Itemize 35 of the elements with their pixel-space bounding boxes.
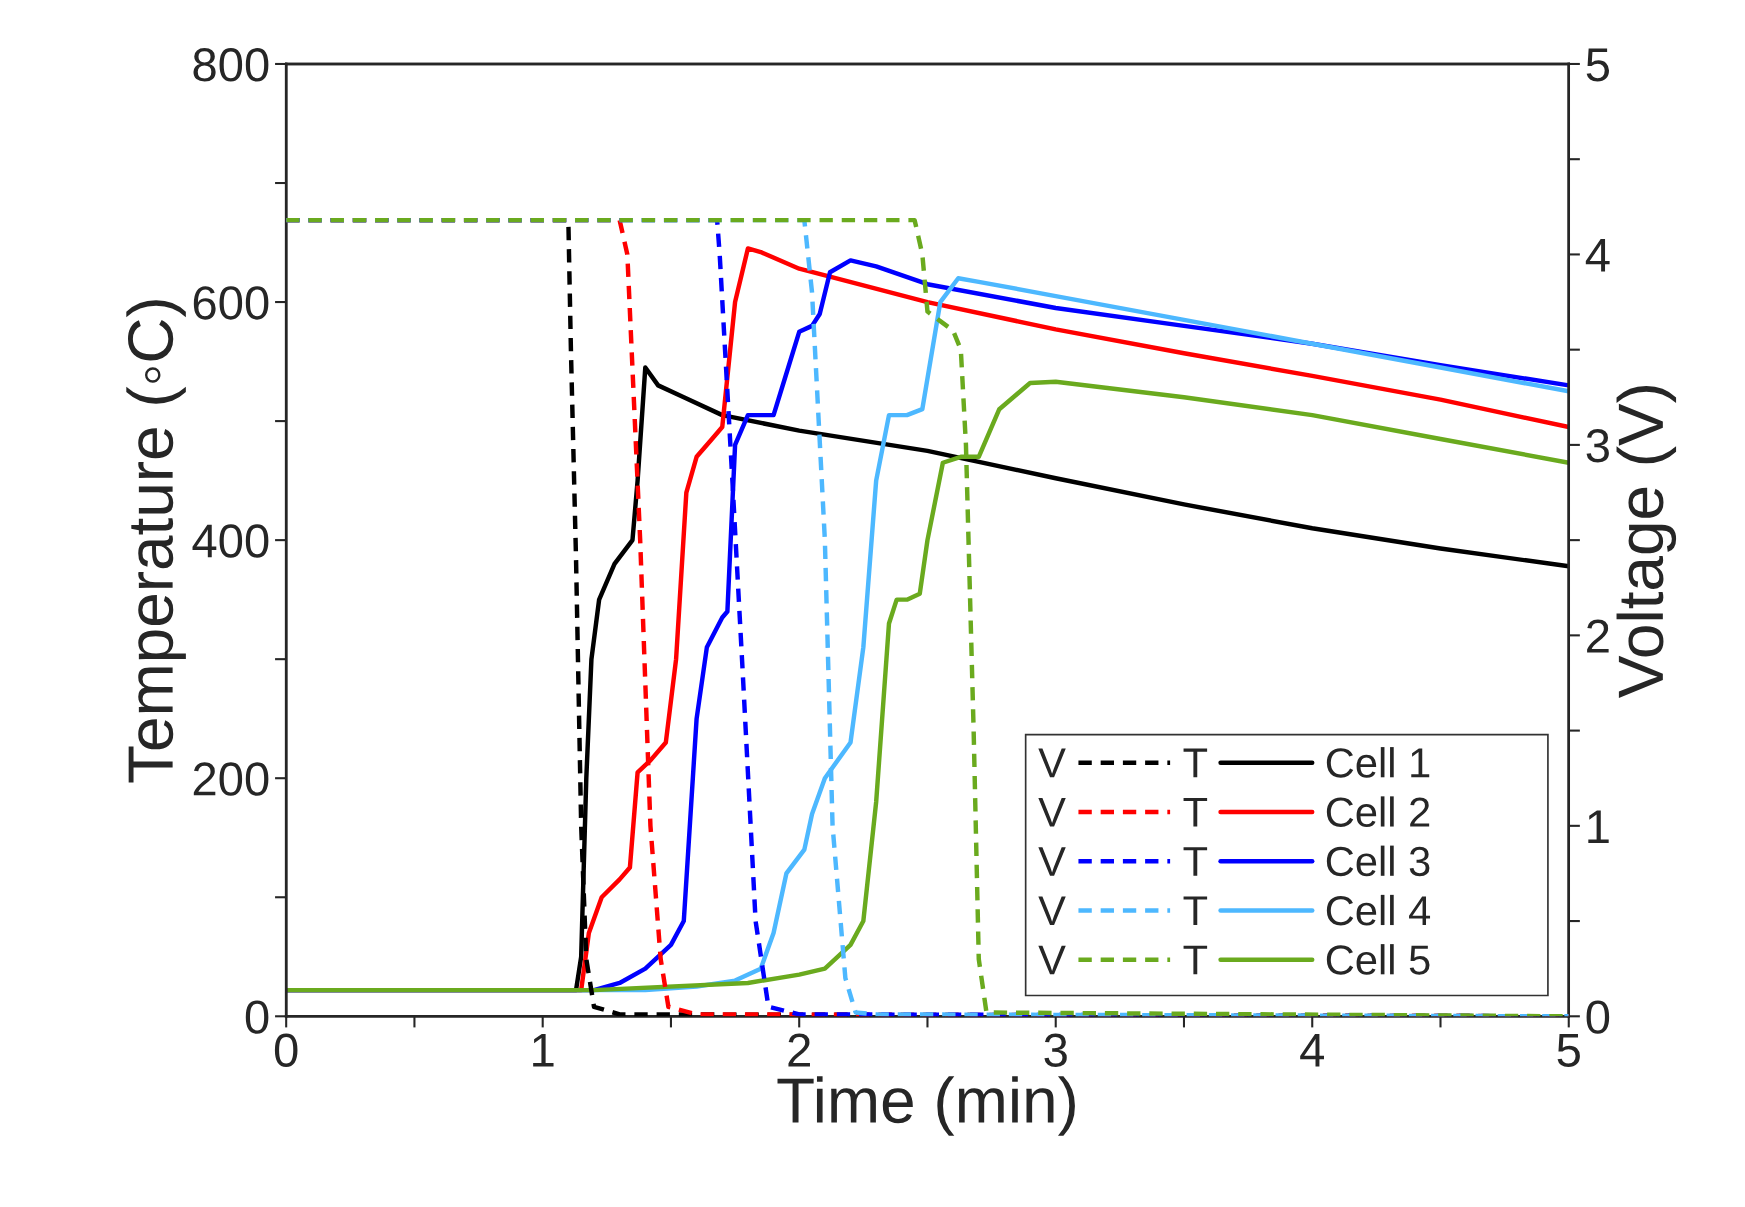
y2-tick-label: 1 [1588, 810, 1609, 843]
y2-tick-label: 2 [1587, 619, 1609, 653]
legend-label: T [1183, 797, 1208, 827]
annotation: Cell 1 [1326, 747, 1430, 778]
y-tick-label: 0 [245, 1000, 269, 1034]
x-tick-label: 2 [788, 1033, 810, 1067]
legend-label: T [1183, 945, 1208, 975]
legend-label: V [1038, 748, 1066, 778]
x-tick-label: 1 [533, 1034, 554, 1067]
x-axis-title: Time (min) [777, 1076, 1075, 1136]
y2-tick-label: 5 [1586, 48, 1610, 82]
y2-tick-label: 4 [1585, 239, 1610, 272]
annotation: Cell 2 [1326, 796, 1430, 827]
y-tick-label: 600 [193, 286, 269, 320]
y-axis-title: Temperature (◦C) [126, 300, 186, 783]
y2-tick-label: 0 [1586, 1000, 1610, 1034]
x-tick-label: 5 [1557, 1034, 1580, 1067]
annotation: Cell 4 [1326, 894, 1431, 926]
y-tick-label: 800 [193, 48, 269, 82]
y-tick-label: 200 [193, 762, 269, 796]
legend-label: V [1038, 896, 1066, 926]
y-tick-label: 400 [192, 524, 269, 558]
legend-label: V [1038, 797, 1066, 827]
y2-tick-label: 3 [1586, 429, 1609, 463]
legend-label: V [1038, 847, 1066, 876]
x-tick-label: 0 [274, 1033, 298, 1067]
legend-label: T [1183, 896, 1208, 926]
x-tick-label: 3 [1044, 1033, 1067, 1067]
x-tick-label: 4 [1300, 1034, 1324, 1067]
legend-label: T [1183, 847, 1208, 876]
y2-axis-title: Voltage (V) [1616, 386, 1677, 698]
annotation: Cell 3 [1326, 845, 1430, 877]
annotation: Cell 5 [1326, 944, 1430, 975]
legend-label: T [1183, 748, 1208, 778]
legend-label: V [1038, 945, 1066, 975]
